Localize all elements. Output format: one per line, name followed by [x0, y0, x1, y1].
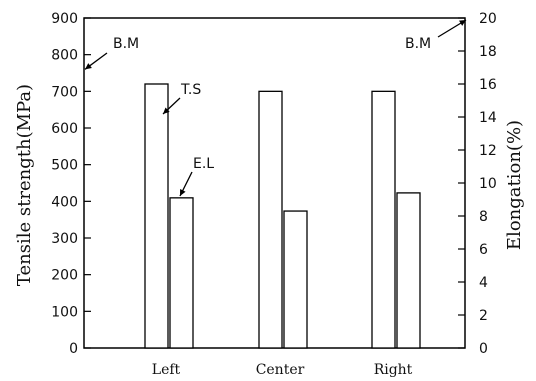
y-axis-left-title: Tensile strength(MPa) — [14, 84, 35, 286]
y-right-tick-label: 2 — [479, 308, 488, 324]
annotation-bm-right-arrow-head — [459, 20, 466, 26]
y-right-tick-label: 6 — [479, 242, 488, 258]
y-right-tick-label: 20 — [479, 11, 497, 27]
y-left-tick-label: 700 — [51, 84, 78, 100]
bar-tensile-strength — [258, 90, 283, 349]
y-right-tick-label: 18 — [479, 44, 497, 60]
y-axis-right-title: Elongation(%) — [504, 120, 525, 250]
annotation-bm-right: B.M — [405, 36, 431, 52]
y-left-tick-label: 200 — [51, 268, 78, 284]
y-right-tick-label: 16 — [479, 77, 497, 93]
y-left-tick-label: 600 — [51, 121, 78, 137]
y-left-tick-label: 500 — [51, 158, 78, 174]
y-right-tick-label: 12 — [479, 143, 497, 159]
y-left-tick-label: 300 — [51, 231, 78, 247]
y-right-tick-label: 10 — [479, 176, 497, 192]
annotation-bm-left-arrow-head — [85, 63, 92, 70]
series-label-ts: T.S — [180, 82, 201, 98]
series-label-ts-arrow-head — [163, 107, 170, 114]
y-right-tick-label: 14 — [479, 110, 497, 126]
y-right-tick-label: 8 — [479, 209, 488, 225]
x-category-label: Left — [152, 362, 181, 378]
series-label-el-arrow-head — [180, 189, 186, 196]
y-right-tick-label: 4 — [479, 275, 488, 291]
bar-elongation — [396, 192, 421, 349]
y-left-tick-label: 400 — [51, 194, 78, 210]
bar-elongation — [283, 210, 308, 349]
y-left-tick-label: 900 — [51, 11, 78, 27]
bar-elongation — [169, 197, 194, 349]
y-left-tick-label: 800 — [51, 48, 78, 64]
bar-tensile-strength — [371, 90, 396, 349]
y-right-tick-label: 0 — [479, 341, 488, 357]
y-left-tick-label: 0 — [69, 341, 78, 357]
bar-tensile-strength — [144, 83, 169, 349]
annotation-bm-left: B.M — [113, 36, 139, 52]
series-label-el: E.L — [193, 156, 214, 172]
x-category-label: Right — [374, 362, 413, 378]
y-left-tick-label: 100 — [51, 304, 78, 320]
x-category-label: Center — [256, 362, 305, 378]
